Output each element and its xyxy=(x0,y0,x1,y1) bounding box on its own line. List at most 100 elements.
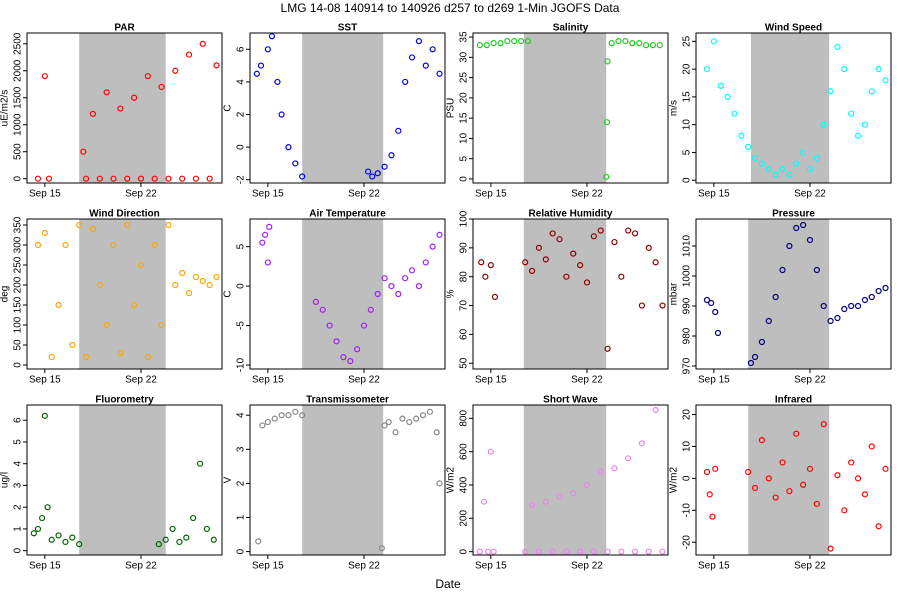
data-point xyxy=(110,175,117,182)
data-point xyxy=(96,175,103,182)
y-tick-label: 90 xyxy=(459,242,470,254)
y-tick-label: 0 xyxy=(13,547,24,553)
data-point xyxy=(656,42,663,49)
data-point xyxy=(590,548,597,555)
data-point xyxy=(333,338,340,345)
data-point xyxy=(820,421,827,428)
panel-title: Infrared xyxy=(775,395,812,406)
data-point xyxy=(800,481,807,488)
data-point xyxy=(868,293,875,301)
data-point xyxy=(631,230,639,237)
data-point xyxy=(137,261,145,269)
x-tick-label: Sep 15 xyxy=(252,375,284,386)
y-tick-label: 50 xyxy=(459,357,470,369)
data-point xyxy=(162,536,169,543)
data-point xyxy=(268,33,276,40)
y-tick-label: 3 xyxy=(13,482,24,488)
data-point xyxy=(772,171,779,178)
data-point xyxy=(608,40,615,47)
data-point xyxy=(80,148,87,155)
y-tick-label: 0 xyxy=(459,176,470,182)
data-point xyxy=(522,548,529,555)
data-point xyxy=(875,66,882,73)
data-point xyxy=(813,266,820,274)
data-point xyxy=(76,541,83,548)
y-axis-label: uE/m2/s xyxy=(0,90,11,127)
plot-frame xyxy=(695,218,892,370)
data-point xyxy=(144,353,151,361)
y-tick-label: 25 xyxy=(682,35,693,47)
data-point xyxy=(758,338,766,346)
x-tick-label: Sep 22 xyxy=(125,189,157,200)
data-point xyxy=(374,290,381,298)
panel-title: Relative Humidity xyxy=(529,209,613,220)
data-point xyxy=(597,227,604,234)
panel-title: Pressure xyxy=(772,209,815,220)
data-point xyxy=(827,88,834,95)
x-tick-label: Sep 22 xyxy=(348,375,380,386)
data-point xyxy=(388,152,395,159)
data-point xyxy=(41,412,48,419)
y-tick-label: 100 xyxy=(459,210,470,227)
data-point xyxy=(89,225,97,233)
panel: SST C -2 0 2 4 6 Sep 15 Sep 22 xyxy=(223,23,446,200)
data-point xyxy=(645,548,652,555)
data-point xyxy=(724,93,731,100)
shaded-region xyxy=(302,33,384,183)
data-point xyxy=(199,277,206,285)
plot-frame xyxy=(472,404,669,556)
panel: Salinity PSU 0 5 10 15 20 25 30 35 Sep 15 Sep 22 xyxy=(446,23,669,200)
data-point xyxy=(158,83,165,91)
data-point xyxy=(483,42,490,49)
data-point xyxy=(271,415,278,422)
data-point xyxy=(604,345,611,352)
data-point xyxy=(779,166,786,173)
data-point xyxy=(882,465,889,472)
data-point xyxy=(714,329,722,337)
data-point xyxy=(738,132,745,139)
data-point xyxy=(360,322,368,329)
shaded-region xyxy=(523,219,607,369)
x-tick-label: Sep 15 xyxy=(698,375,730,386)
y-tick-label: 300 xyxy=(13,236,24,253)
panel-title: PAR xyxy=(114,23,135,34)
shaded-region xyxy=(523,405,607,555)
data-point xyxy=(255,538,262,545)
data-point xyxy=(882,77,889,84)
data-point xyxy=(69,341,76,349)
y-tick-label: 5 xyxy=(236,243,247,249)
data-point xyxy=(429,46,436,53)
data-point xyxy=(625,227,632,234)
data-point xyxy=(399,415,406,422)
y-tick-label: 1 xyxy=(236,514,247,520)
data-point xyxy=(262,231,269,238)
shaded-region xyxy=(523,33,607,183)
data-point xyxy=(615,38,622,45)
data-point xyxy=(285,412,292,419)
data-point xyxy=(55,532,62,539)
data-point xyxy=(813,154,820,162)
x-tick-label: Sep 22 xyxy=(794,561,826,572)
y-tick-label: -20 xyxy=(682,535,693,550)
y-tick-label: 800 xyxy=(459,410,470,427)
plot-frame xyxy=(695,404,892,556)
data-point xyxy=(39,514,46,522)
y-tick-label: 1500 xyxy=(13,86,24,109)
data-point xyxy=(549,548,556,555)
data-point xyxy=(745,468,752,476)
x-tick-label: Sep 15 xyxy=(475,189,507,200)
y-tick-label: 2000 xyxy=(13,59,24,82)
data-point xyxy=(476,548,483,555)
panel-title: Transmissometer xyxy=(306,395,389,406)
data-point xyxy=(69,534,76,541)
data-point xyxy=(196,460,204,467)
data-point xyxy=(253,70,260,77)
data-point xyxy=(381,422,388,429)
x-tick-label: Sep 22 xyxy=(794,189,826,200)
data-point xyxy=(34,241,42,249)
y-tick-label: -5 xyxy=(236,321,247,330)
data-point xyxy=(48,536,55,543)
data-point xyxy=(636,40,643,47)
data-point xyxy=(813,500,820,508)
data-point xyxy=(264,259,271,266)
